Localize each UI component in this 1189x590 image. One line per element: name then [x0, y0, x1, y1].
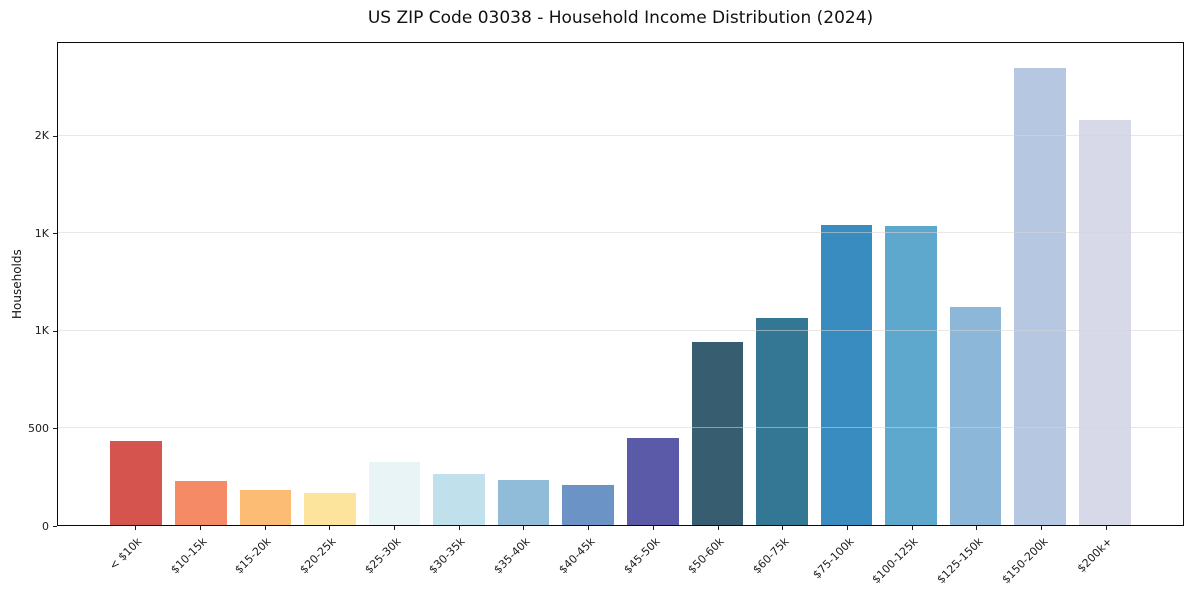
x-tick: $25-30k — [362, 526, 427, 588]
y-tick-mark — [53, 428, 57, 430]
x-tick: $150-200k — [999, 526, 1074, 588]
x-tick: $40-45k — [556, 526, 621, 588]
bar-30-35k — [433, 474, 485, 525]
x-tick-label: $35-40k — [491, 535, 533, 577]
bar-200k — [1078, 119, 1131, 525]
x-tick-mark — [135, 526, 137, 530]
y-tick-mark — [53, 330, 57, 332]
x-tick-mark — [782, 526, 784, 530]
x-tick-mark — [976, 526, 978, 530]
x-tick-label: $15-20k — [232, 535, 274, 577]
bars-container — [58, 43, 1183, 525]
bar-slot — [1072, 43, 1137, 525]
y-axis-label: Households — [10, 249, 24, 319]
bar-15-20k — [239, 489, 292, 525]
bar-slot — [943, 43, 1008, 525]
x-tick: $50-60k — [685, 526, 750, 588]
bar-slot — [169, 43, 234, 525]
plot-area — [57, 42, 1184, 526]
bar-slot — [685, 43, 750, 525]
x-tick: < $10k — [103, 526, 168, 588]
x-tick-label: $30-35k — [426, 535, 468, 577]
gridline — [58, 135, 1183, 137]
bar-40-45k — [562, 484, 615, 525]
chart-title: US ZIP Code 03038 - Household Income Dis… — [367, 8, 874, 28]
x-tick-mark — [588, 526, 590, 530]
x-tick-label: $75-100k — [809, 535, 857, 582]
x-tick-mark — [523, 526, 525, 530]
x-tick: $75-100k — [810, 526, 880, 588]
bar-10k — [110, 441, 163, 525]
x-tick-label: $20-25k — [297, 535, 339, 577]
x-tick-mark — [1105, 526, 1107, 530]
bar-25-30k — [368, 461, 421, 525]
bar-100-125k — [885, 226, 937, 525]
bar-45-50k — [626, 438, 679, 525]
bar-50-60k — [691, 342, 744, 525]
x-tick-label: $60-75k — [750, 535, 792, 577]
x-tick-label: $40-45k — [556, 535, 598, 577]
bar-slot — [104, 43, 169, 525]
gridline — [58, 426, 1183, 428]
bar-slot — [233, 43, 298, 525]
bar-slot — [298, 43, 363, 525]
x-tick-mark — [458, 526, 460, 530]
x-tick: $45-50k — [621, 526, 686, 588]
bar-125-150k — [949, 306, 1002, 525]
bar-slot — [491, 43, 556, 525]
bar-slot — [362, 43, 427, 525]
bar-slot — [1008, 43, 1073, 525]
bar-slot — [879, 43, 944, 525]
x-tick-mark — [329, 526, 331, 530]
x-axis-ticks: < $10k $10-15k $15-20k $20-25k $25-30k $30-35… — [57, 526, 1184, 588]
y-tick-mark — [53, 135, 57, 137]
x-tick-mark — [264, 526, 266, 530]
bar-60-75k — [756, 318, 808, 525]
x-tick-mark — [394, 526, 396, 530]
bar-slot — [750, 43, 815, 525]
bar-10-15k — [175, 480, 227, 525]
x-tick-mark — [1040, 526, 1042, 530]
x-tick-label: $45-50k — [620, 535, 663, 577]
x-tick: $20-25k — [297, 526, 362, 588]
x-tick-label: $10-15k — [167, 535, 210, 577]
x-tick-mark — [200, 526, 202, 530]
y-tick-label: 1K — [34, 324, 49, 338]
x-tick-mark — [652, 526, 654, 530]
x-tick-label: $25-30k — [362, 535, 404, 577]
bar-slot — [556, 43, 621, 525]
x-tick-label: < $10k — [106, 535, 145, 573]
x-tick: $30-35k — [426, 526, 491, 588]
bar-slot — [427, 43, 492, 525]
x-tick: $200k+ — [1073, 526, 1138, 588]
y-tick-label: 2K — [34, 129, 49, 143]
bar-slot — [621, 43, 686, 525]
x-tick: $10-15k — [168, 526, 233, 588]
y-tick-label: 500 — [28, 421, 49, 435]
y-tick-label: 0 — [42, 519, 49, 533]
x-tick-mark — [846, 526, 848, 530]
y-tick-mark — [53, 233, 57, 235]
x-tick: $60-75k — [750, 526, 815, 588]
y-tick-mark — [53, 526, 57, 527]
bar-150-200k — [1014, 68, 1066, 525]
gridline — [58, 329, 1183, 331]
x-tick: $125-150k — [934, 526, 1009, 588]
y-tick-label: 1K — [34, 226, 49, 240]
x-tick: $100-125k — [870, 526, 944, 588]
bar-35-40k — [497, 479, 550, 525]
x-tick-label: $200k+ — [1074, 535, 1115, 576]
gridline — [58, 232, 1183, 234]
bar-75-100k — [820, 224, 873, 525]
x-tick: $15-20k — [232, 526, 297, 588]
x-tick: $35-40k — [491, 526, 556, 588]
bar-20-25k — [304, 492, 356, 525]
x-tick-label: $50-60k — [685, 535, 727, 577]
x-tick-mark — [911, 526, 913, 530]
bar-slot — [814, 43, 879, 525]
x-tick-mark — [717, 526, 719, 530]
